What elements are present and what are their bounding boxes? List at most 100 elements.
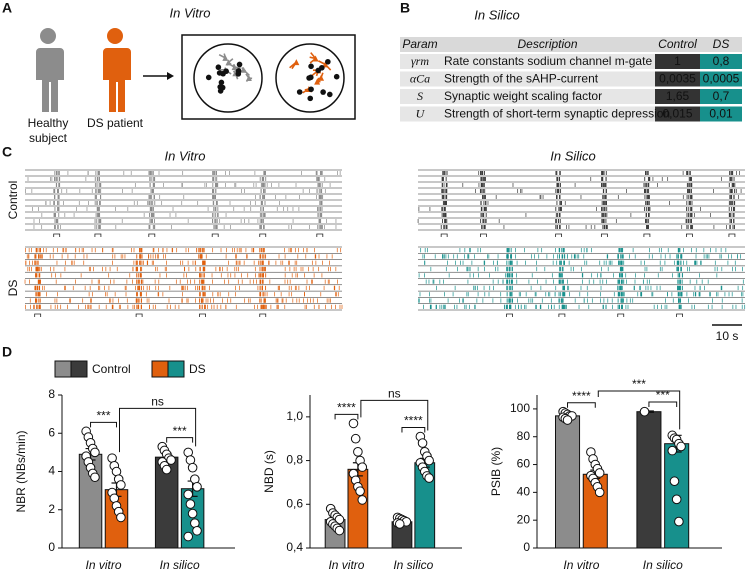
panel-title: In Silico xyxy=(474,7,520,22)
significance-label: **** xyxy=(572,389,591,403)
glia xyxy=(219,84,226,91)
ds-cell xyxy=(700,106,742,122)
glia xyxy=(319,64,325,71)
burst-marker xyxy=(211,233,219,237)
value-cell: 0,8 xyxy=(713,54,730,68)
x-tick-label: In vitro xyxy=(86,558,122,572)
row-label: Control xyxy=(6,181,20,220)
data-point xyxy=(166,455,176,465)
y-tick-label: 100 xyxy=(510,401,530,415)
x-tick-label: In silico xyxy=(393,558,433,572)
burst-marker xyxy=(259,313,267,317)
data-point xyxy=(669,476,680,487)
significance-label: ns xyxy=(151,395,164,409)
burst-marker xyxy=(53,233,61,237)
value-cell: 0,0005 xyxy=(703,72,740,86)
arrow xyxy=(143,72,174,80)
glia xyxy=(223,68,229,75)
data-point xyxy=(90,472,100,483)
legend-swatch xyxy=(70,360,88,378)
glia xyxy=(333,73,340,80)
value-cell: 0,0035 xyxy=(659,72,696,86)
scale-label: 10 s xyxy=(716,329,739,343)
y-tick-label: 8 xyxy=(48,387,55,401)
bar xyxy=(636,411,662,549)
x-tick-label: In silico xyxy=(643,558,683,572)
data-point xyxy=(161,464,172,475)
culture-box xyxy=(181,34,356,120)
burst-marker xyxy=(617,313,625,317)
ds-cell xyxy=(700,54,742,69)
y-tick-label: 1,0 xyxy=(286,409,303,423)
y-tick-label: 20 xyxy=(517,512,531,526)
y-axis-label: PSIB (%) xyxy=(489,447,503,496)
panel-title: In Silico xyxy=(550,148,596,163)
legend-swatch xyxy=(54,360,72,378)
burst-marker xyxy=(728,233,736,237)
panel-label: A xyxy=(2,0,12,16)
data-point xyxy=(90,447,100,458)
control-cell xyxy=(655,89,700,104)
data-point xyxy=(671,494,682,505)
param: αCa xyxy=(410,71,430,85)
y-tick-label: 0,6 xyxy=(286,496,303,510)
data-point xyxy=(674,516,684,527)
burst-marker xyxy=(259,233,267,237)
table-row xyxy=(400,54,655,69)
glia xyxy=(296,89,303,95)
significance-bracket xyxy=(90,421,117,428)
burst-marker xyxy=(316,233,324,237)
neuron-soma xyxy=(312,55,319,62)
data-point xyxy=(394,519,405,529)
data-point xyxy=(348,418,359,429)
data-point xyxy=(424,473,434,483)
glia xyxy=(307,95,314,102)
data-point xyxy=(676,441,686,452)
raster-plots: Control DS 10 s xyxy=(6,169,746,343)
significance-label: *** xyxy=(173,424,187,438)
ds-cell xyxy=(700,71,742,87)
data-point xyxy=(192,482,202,492)
burst-marker xyxy=(686,233,693,237)
description: Strength of short-term synaptic depressi… xyxy=(444,107,670,121)
y-tick-label: 60 xyxy=(517,457,531,471)
panel-label: D xyxy=(2,344,12,360)
burst-marker xyxy=(480,233,487,237)
y-tick-label: 4 xyxy=(48,464,55,478)
panel-title: In Vitro xyxy=(170,5,211,20)
value-cell: 0,01 xyxy=(709,107,733,121)
param: U xyxy=(416,106,426,120)
x-tick-label: In vitro xyxy=(328,558,364,572)
burst-marker xyxy=(94,233,102,237)
y-tick-label: 0 xyxy=(48,540,55,554)
significance-label: *** xyxy=(656,388,670,402)
neuron-soma xyxy=(314,78,321,85)
data-point xyxy=(594,487,605,498)
description: Strength of the sAHP-current xyxy=(444,72,599,86)
legend-label: DS xyxy=(189,362,206,376)
x-tick-label: In silico xyxy=(160,558,200,572)
table-row xyxy=(400,106,655,122)
legend-swatch xyxy=(167,360,185,378)
data-point xyxy=(667,445,678,456)
glia xyxy=(308,86,314,93)
significance-bracket xyxy=(401,427,426,433)
panel-title: In Vitro xyxy=(165,148,206,163)
bar-charts: Control DS 0 2 4 6 8 NBR (NBs/min) In vitro In si… xyxy=(14,360,722,572)
y-tick-label: 0,4 xyxy=(286,540,303,554)
subject-label: subject xyxy=(29,131,68,145)
data-point xyxy=(357,495,368,505)
glia xyxy=(218,79,225,86)
neuron-soma xyxy=(293,59,300,66)
y-axis-label: NBD (s) xyxy=(262,450,276,493)
table-header xyxy=(400,37,742,52)
subject-label: Healthy xyxy=(28,116,69,130)
data-point xyxy=(594,468,605,478)
param: S xyxy=(417,89,423,103)
culture-wells xyxy=(193,43,345,113)
data-point xyxy=(187,508,198,519)
neuron-soma xyxy=(240,66,247,73)
burst-marker xyxy=(148,233,156,237)
burst-marker xyxy=(34,313,42,317)
